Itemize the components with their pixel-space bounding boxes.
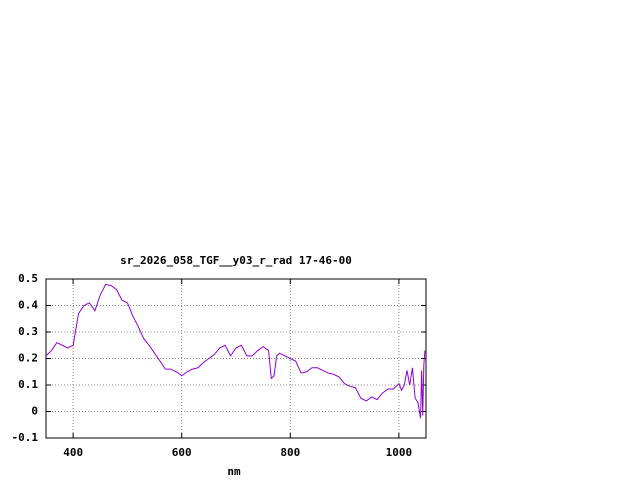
plot-frame — [45, 278, 427, 439]
y-tick-label: 0.5 — [18, 272, 38, 285]
y-tick-label: -0.1 — [12, 431, 39, 444]
x-tick-label: 800 — [280, 446, 300, 459]
y-tick-label: 0.2 — [18, 352, 38, 365]
y-tick-label: 0.3 — [18, 325, 38, 338]
chart-title: sr_2026_058_TGF__y03_r_rad 17-46-00 — [120, 254, 352, 267]
data-line — [45, 283, 426, 419]
y-tick-label: 0.4 — [18, 299, 38, 312]
x-axis-label: nm — [227, 465, 241, 478]
x-tick-label: 1000 — [386, 446, 413, 459]
y-tick-label: 0 — [31, 405, 38, 418]
y-tick-label: 0.1 — [18, 378, 38, 391]
x-tick-label: 400 — [63, 446, 83, 459]
x-tick-label: 600 — [172, 446, 192, 459]
